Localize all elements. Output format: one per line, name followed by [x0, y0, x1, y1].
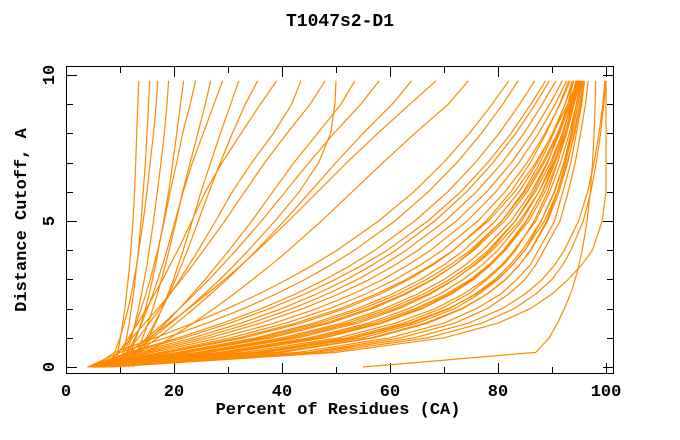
model-curve — [114, 80, 302, 368]
y-axis-label: Distance Cutoff, A — [13, 127, 32, 311]
model-curve — [87, 80, 519, 368]
model-curve — [92, 80, 578, 368]
model-curve — [108, 80, 159, 368]
model-curve — [130, 80, 212, 368]
model-curve — [92, 80, 568, 368]
chart-title: T1047s2-D1 — [286, 12, 394, 32]
model-curve — [87, 80, 557, 368]
model-curves — [87, 80, 607, 368]
model-curve — [90, 80, 563, 368]
y-tick-label: 0 — [41, 362, 60, 372]
model-curve — [95, 80, 581, 368]
model-curve — [87, 80, 536, 368]
x-tick-label: 60 — [380, 383, 400, 402]
model-curve — [103, 80, 326, 368]
model-curve — [362, 80, 597, 368]
model-curve — [111, 80, 380, 368]
model-curve — [92, 80, 583, 368]
x-tick-label: 40 — [272, 383, 292, 402]
model-curve — [109, 80, 607, 368]
model-curve — [87, 80, 578, 368]
model-curve — [103, 80, 607, 368]
y-tick-label: 10 — [41, 65, 60, 85]
model-curve — [95, 80, 578, 368]
model-curve — [95, 80, 578, 368]
model-curve — [95, 80, 570, 368]
model-curve — [103, 80, 589, 368]
model-curve — [92, 80, 510, 368]
model-curve — [106, 80, 437, 368]
x-axis-label: Percent of Residues (CA) — [216, 401, 461, 420]
model-curve — [127, 80, 259, 368]
x-tick-label: 20 — [164, 383, 184, 402]
model-curve — [92, 80, 550, 368]
frame-rect — [66, 66, 614, 374]
x-tick-label: 100 — [591, 383, 622, 402]
model-curve — [98, 80, 580, 368]
model-curve — [98, 80, 585, 368]
model-curve — [114, 80, 337, 368]
model-curve — [90, 80, 580, 368]
model-curve — [92, 80, 582, 368]
model-curve — [132, 80, 240, 368]
model-curve — [103, 80, 585, 368]
model-curve — [90, 80, 571, 368]
model-curve — [90, 80, 547, 368]
x-tick-label: 80 — [488, 383, 508, 402]
model-curve — [116, 80, 413, 368]
model-curve — [92, 80, 579, 368]
model-curve — [119, 80, 224, 368]
model-curve — [101, 80, 606, 368]
plot-frame: 0 20 40 60 80 100 0 5 10 — [41, 65, 621, 402]
x-tick-label: 0 — [61, 383, 71, 402]
y-tick-label: 5 — [41, 216, 60, 226]
model-curve — [108, 80, 278, 368]
